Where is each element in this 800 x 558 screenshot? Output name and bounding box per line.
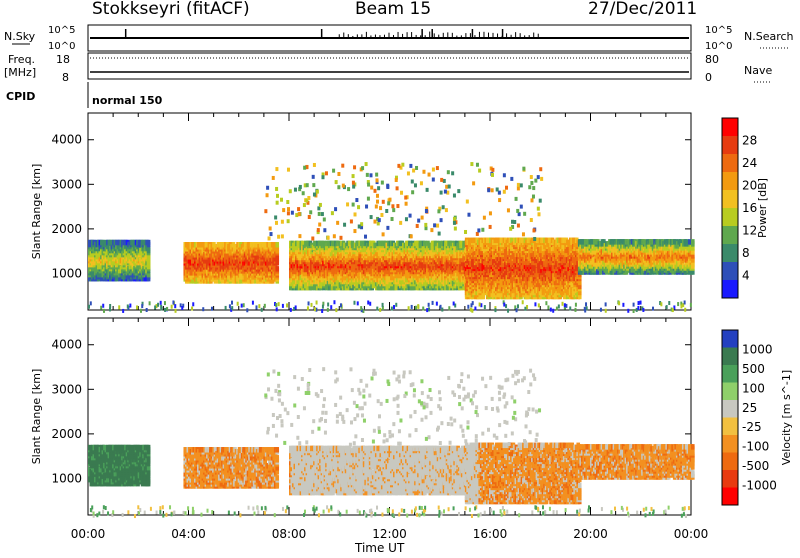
echo-cell (275, 242, 279, 248)
freq-tick-high: 18 (56, 53, 70, 66)
nave-tick-low: 0 (705, 71, 712, 84)
echo-cell (275, 266, 279, 272)
beam-title: Beam 15 (355, 0, 431, 19)
noise-trace (90, 29, 689, 38)
ytick-label: 2000 (51, 222, 82, 236)
freq-tick-low: 8 (62, 71, 69, 84)
cpid-label: CPID (6, 90, 35, 103)
station-title: Stokkseyri (fitACF) (92, 0, 250, 19)
echo-cell (147, 240, 151, 246)
noise-bottom-left: 10^0 (48, 41, 75, 52)
nsky-label: N.Sky (4, 30, 36, 43)
date-title: 27/Dec/2011 (588, 0, 697, 19)
freq-panel (88, 53, 691, 79)
ytick-label: 3000 (51, 177, 82, 191)
ytick-label: 4000 (51, 133, 82, 147)
nave-tick-high: 80 (705, 53, 719, 66)
nave-label: Nave (744, 64, 772, 77)
nsearch-label: N.Search (744, 30, 794, 43)
freq-unit: [MHz] (4, 66, 36, 79)
cpid-value: normal 150 (92, 94, 163, 107)
ytick-label: 1000 (51, 266, 82, 280)
noise-top-right: 10^5 (705, 25, 732, 36)
power-panel: 1000 2000 3000 4000 Slant Range [km] (30, 113, 695, 313)
yaxis-label: Slant Range [km] (30, 164, 43, 260)
noise-bottom-right: 10^0 (705, 41, 732, 52)
freq-label: Freq. (8, 53, 35, 66)
noise-top-left: 10^5 (48, 25, 75, 36)
